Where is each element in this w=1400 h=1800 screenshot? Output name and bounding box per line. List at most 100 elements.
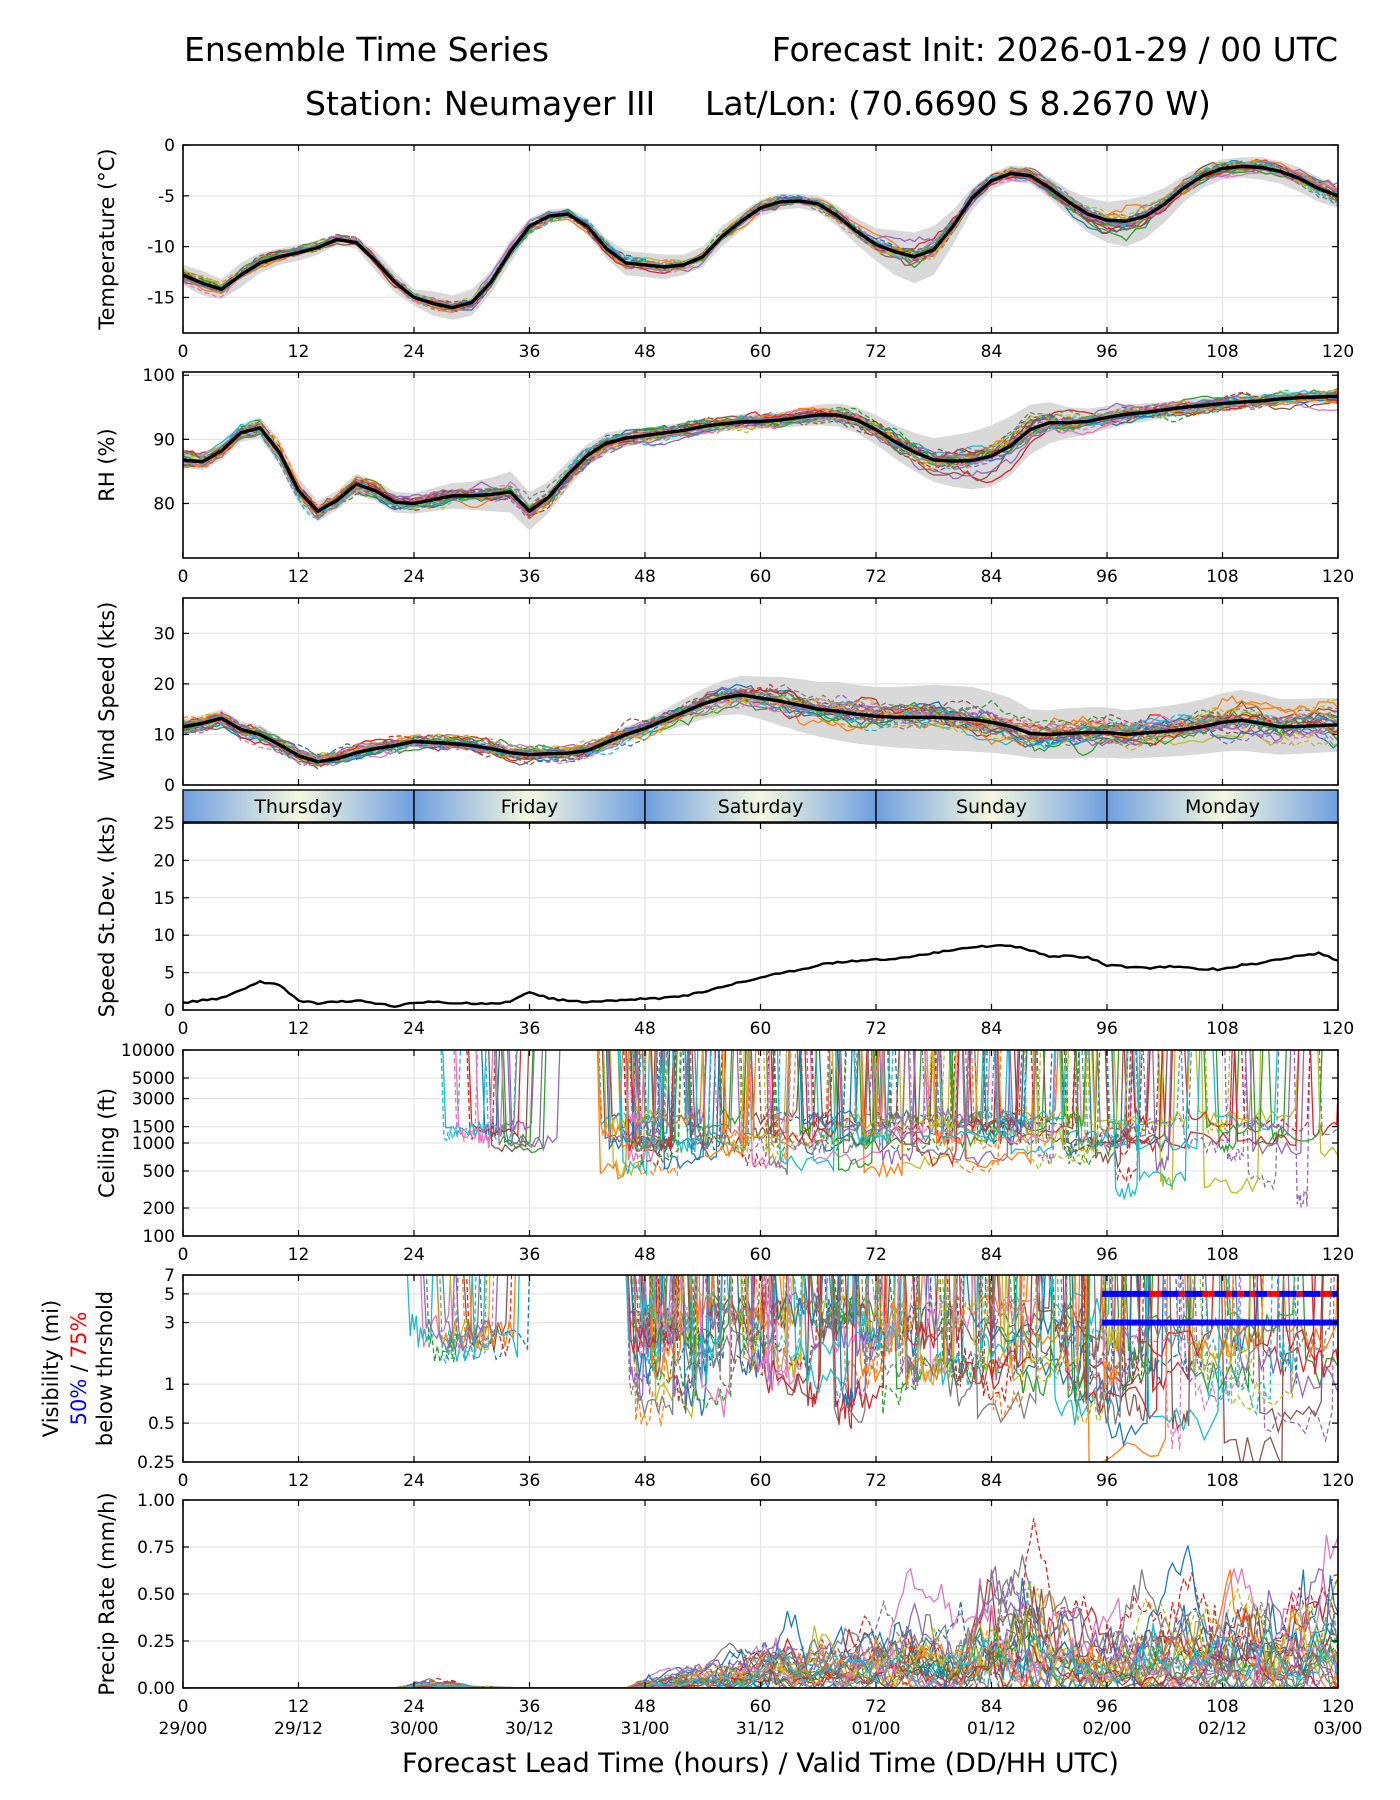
x-tick-label: 48 — [634, 567, 656, 587]
visibility-member-line — [923, 1275, 974, 1333]
visibility-member-line — [649, 1275, 683, 1383]
x-tick-label: 96 — [1096, 1245, 1118, 1265]
temperature-ensemble-mean — [183, 164, 1338, 310]
x-tick-label: 60 — [750, 1697, 772, 1717]
ceiling-member-line — [688, 1050, 720, 1161]
visibility-member-line — [857, 1275, 888, 1383]
visibility-member-line — [770, 1275, 823, 1400]
visibility-member-line — [425, 1275, 459, 1363]
ceiling-member-line — [1086, 1050, 1129, 1138]
chart-title: Ensemble Time Series — [184, 30, 550, 69]
x-tick-label: 96 — [1096, 1471, 1118, 1491]
x-tick-label: 36 — [519, 342, 541, 362]
visibility-member-line — [1051, 1275, 1091, 1425]
x-tick-label: 24 — [403, 1245, 425, 1265]
visibility-below-label: below thrshold — [93, 1291, 117, 1446]
visibility-member-line — [1069, 1275, 1089, 1403]
x-tick-label: 12 — [288, 342, 310, 362]
visibility-member-line — [977, 1275, 1018, 1361]
x-tick-label: 0 — [178, 1245, 189, 1265]
ceiling-member-line — [796, 1050, 818, 1140]
rh-panel — [182, 372, 1339, 558]
ceiling-member-line — [1131, 1050, 1151, 1126]
visibility-member-line — [939, 1275, 987, 1382]
visibility-member-line — [1062, 1275, 1141, 1388]
visibility-member-line — [774, 1275, 804, 1388]
stdev-line — [183, 943, 1338, 1009]
day-cell — [1106, 789, 1339, 823]
visibility-member-line — [852, 1275, 902, 1351]
y-tick-label: 0.25 — [137, 1453, 175, 1473]
visibility-member-line — [1037, 1275, 1090, 1374]
visibility-axes: 75 3 1 0.5 0.250 12 24 36 48 60 72 84 96 108 120 — [137, 1266, 1354, 1491]
day-cell — [875, 789, 1108, 823]
visibility-member-line — [828, 1275, 870, 1327]
day-label: Thursday — [253, 796, 342, 818]
y-tick-label: 10 — [153, 725, 175, 745]
ceiling-member-line — [1065, 1050, 1101, 1167]
visibility-member-line — [904, 1275, 946, 1385]
wind-ylabel: Wind Speed (kts) — [95, 602, 119, 782]
x-tick-label: 36 — [519, 1697, 541, 1717]
ceiling-member-line — [632, 1050, 666, 1137]
ceiling-member-line — [872, 1050, 916, 1129]
precip-axes: 1.00 0.75 0.50 0.25 0.000 12 24 36 48 60 72 84 96 108… — [137, 1491, 1354, 1717]
y-tick-label: 0.5 — [148, 1414, 175, 1434]
visibility-member-line — [1205, 1275, 1285, 1352]
y-tick-label: 10000 — [121, 1041, 175, 1061]
visibility-member-line — [1282, 1275, 1338, 1356]
x-tick-label: 48 — [634, 1245, 656, 1265]
ceiling-member-line — [1111, 1050, 1141, 1184]
stdev-axes: 0 5 10 15 20 25 0 12 24 36 48 60 72 84 96 108 120 — [153, 814, 1354, 1039]
precip-member-line — [183, 1569, 1338, 1688]
x-tick-label: 108 — [1206, 342, 1238, 362]
y-tick-label: 7 — [164, 1266, 175, 1286]
ceiling-member-line — [736, 1050, 790, 1143]
visibility-member-line — [651, 1275, 693, 1388]
ceiling-member-line — [1084, 1050, 1132, 1148]
x-tick-label: 60 — [750, 567, 772, 587]
ceiling-member-line — [810, 1050, 834, 1128]
wind-member-line — [183, 692, 1338, 765]
x-tick-label: 48 — [634, 1471, 656, 1491]
precip-member-line — [183, 1604, 1338, 1688]
ceiling-member-line — [997, 1050, 1059, 1120]
visibility-member-line — [937, 1275, 990, 1329]
x-tick-label: 0 — [178, 342, 189, 362]
visibility-member-line — [1056, 1275, 1105, 1354]
visibility-member-line — [803, 1275, 822, 1407]
ceiling-panel — [182, 1049, 1339, 1237]
visibility-member-line — [638, 1275, 657, 1328]
visibility-member-line — [1234, 1275, 1280, 1374]
x-tick-label: 60 — [750, 342, 772, 362]
temperature-member-line — [183, 162, 1338, 312]
ceiling-member-line — [860, 1050, 906, 1179]
ceiling-member-line — [836, 1050, 880, 1147]
ceiling-member-line — [1073, 1050, 1132, 1146]
visibility-member-line — [998, 1275, 1081, 1375]
ceiling-member-line — [723, 1050, 757, 1143]
ceiling-member-line — [861, 1050, 880, 1141]
visibility-member-line — [634, 1275, 676, 1416]
visibility-member-line — [772, 1275, 819, 1375]
ceiling-member-line — [1063, 1050, 1134, 1157]
x-tick-label: 24 — [403, 342, 425, 362]
visibility-member-line — [690, 1275, 723, 1361]
valid-time-label: 29/12 — [274, 1719, 323, 1739]
day-label: Sunday — [956, 796, 1027, 818]
x-tick-label: 12 — [288, 1697, 310, 1717]
x-tick-label: 60 — [750, 1019, 772, 1039]
visibility-member-line — [990, 1275, 1025, 1421]
visibility-member-line — [866, 1275, 905, 1357]
day-strip: Thursday Friday Saturday Sunday Monday — [182, 789, 1339, 823]
visibility-member-line — [626, 1275, 653, 1406]
x-tick-label: 0 — [178, 1019, 189, 1039]
y-tick-label: 200 — [143, 1199, 175, 1219]
ceiling-member-line — [672, 1050, 699, 1153]
ceiling-member-line — [495, 1050, 544, 1149]
rh-ensemble-mean — [183, 394, 1338, 513]
vis-75-label: 75% — [67, 1312, 91, 1359]
ceiling-member-line — [770, 1050, 841, 1144]
visibility-member-line — [669, 1275, 696, 1335]
visibility-member-line — [1121, 1275, 1145, 1384]
